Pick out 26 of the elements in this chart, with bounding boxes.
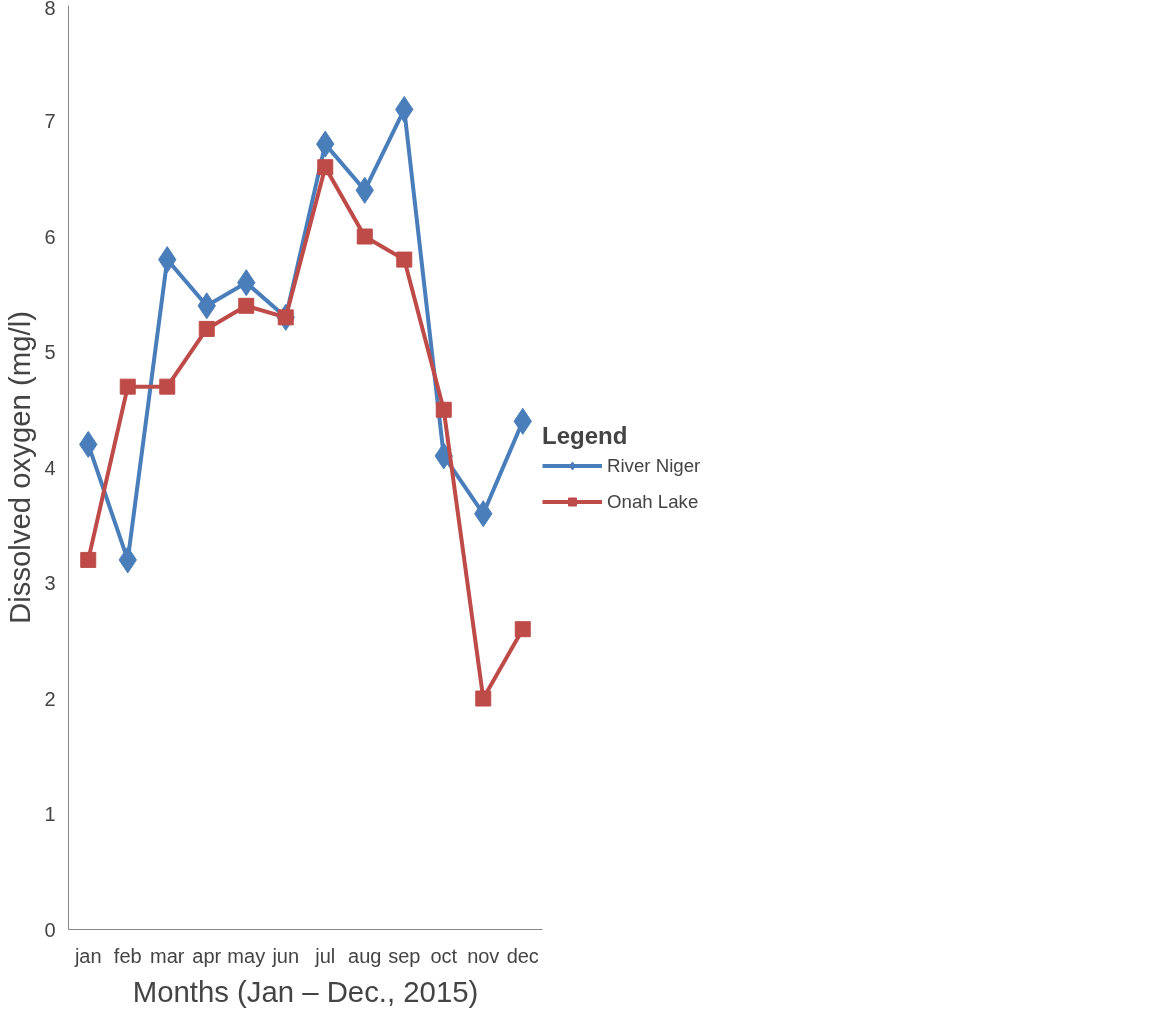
y-tick-label: 2 <box>44 687 56 710</box>
y-tick-label: 5 <box>44 341 56 363</box>
x-tick-label: feb <box>113 944 142 967</box>
x-tick-label: jan <box>73 944 102 967</box>
y-tick-label: 8 <box>44 0 56 19</box>
x-tick-label: apr <box>192 944 222 967</box>
x-tick-label: jul <box>314 944 336 967</box>
x-tick-label: dec <box>506 944 539 967</box>
y-tick-label: 0 <box>44 918 56 941</box>
x-tick-label: may <box>227 944 266 967</box>
legend-title: Legend <box>542 421 629 450</box>
x-tick-label: jun <box>271 944 300 967</box>
y-tick-label: 6 <box>44 225 56 248</box>
y-tick-label: 3 <box>44 572 56 594</box>
x-axis-title: Months (Jan – Dec., 2015) <box>132 974 479 1008</box>
x-tick-label: sep <box>388 944 421 967</box>
x-tick-label: nov <box>467 944 500 967</box>
x-tick-label: oct <box>430 944 458 967</box>
legend-label: River Niger <box>607 454 701 477</box>
x-tick-label: mar <box>150 944 185 967</box>
y-tick-label: 7 <box>44 110 56 132</box>
y-axis-title: Dissolved oxygen (mg/l) <box>3 311 37 624</box>
y-tick-label: 4 <box>44 456 56 479</box>
y-tick-label: 1 <box>44 803 56 825</box>
x-tick-label: aug <box>348 944 382 967</box>
legend-label: Onah Lake <box>607 490 699 513</box>
